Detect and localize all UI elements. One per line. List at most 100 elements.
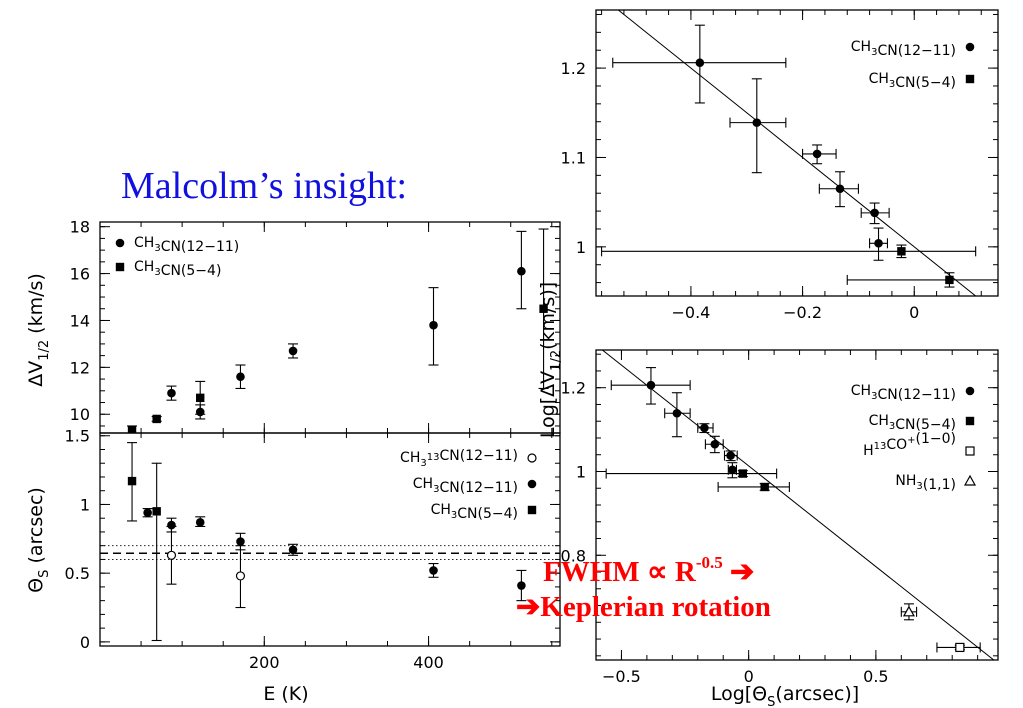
data-point	[965, 42, 975, 52]
data-point	[965, 416, 975, 426]
x-tick-label: 0.5	[863, 667, 888, 686]
x-tick-label: 200	[249, 653, 280, 672]
data-point	[288, 346, 298, 356]
data-point	[672, 408, 682, 418]
data-point	[965, 74, 975, 84]
data-point	[752, 118, 762, 127]
panel-linewidth-vs-energy: 10 12 14 16 18 CH3CN(12−11) CH3CN(5−4)	[70, 218, 561, 434]
data-point	[835, 184, 845, 194]
legend-entry: NH3(1,1)	[895, 473, 956, 493]
y-tick-label: 1.2	[561, 59, 586, 78]
data-point	[517, 266, 526, 276]
y-tick-label: 0.8	[561, 546, 586, 565]
legend-entry: CH3CN(5−4)	[869, 413, 956, 433]
data-point	[527, 479, 537, 489]
data-point	[236, 372, 245, 382]
data-point	[812, 149, 822, 159]
data-point	[527, 505, 537, 515]
fit-line	[601, 350, 995, 660]
data-point	[167, 520, 176, 530]
x-tick-label: 400	[413, 653, 444, 672]
data-point	[965, 386, 975, 396]
data-point	[196, 393, 205, 403]
x-tick-label: −0.5	[602, 667, 641, 686]
data-point	[963, 474, 977, 486]
y-tick-label: 12	[70, 358, 90, 377]
fit-line	[617, 10, 977, 296]
data-point	[874, 238, 883, 248]
data-point	[695, 58, 705, 68]
data-point	[897, 247, 906, 256]
plot-area	[100, 442, 560, 642]
plot-area	[127, 228, 549, 433]
right-bottom-xlabel: Log[ΘS(arcsec)]	[711, 683, 859, 708]
panel-loglinewidth-vs-logsize: −0.5 0 0.5 0.8 1 1.2 CH3CN(12−11) CH3CN(5−4)H13…	[561, 349, 999, 686]
left-bottom-ylabel: ΘS (arcsec)	[25, 487, 52, 593]
data-point	[115, 238, 125, 248]
plot-frame	[99, 432, 561, 647]
legend-entry: CH3CN(12−11)	[134, 235, 239, 255]
data-point	[955, 642, 965, 653]
data-point	[236, 537, 245, 546]
data-point	[710, 439, 720, 449]
legend-entry: CH3CN(5−4)	[869, 71, 956, 91]
y-tick-label: 14	[70, 311, 90, 330]
y-tick-label: 1.1	[561, 148, 586, 167]
data-point	[517, 581, 526, 590]
data-point	[539, 304, 548, 313]
legend-entry: CH3CN(5−4)	[134, 259, 221, 279]
data-point	[726, 451, 735, 460]
x-tick-label: −0.4	[671, 303, 710, 322]
y-tick-label: 1.5	[65, 427, 90, 446]
data-point	[143, 508, 152, 518]
data-point	[166, 550, 177, 560]
plot-area	[601, 350, 995, 660]
data-point	[235, 571, 246, 581]
data-point	[902, 605, 915, 617]
y-tick-label: 18	[70, 218, 90, 237]
data-point	[152, 414, 161, 424]
legend-entry: CH313CN(12−11)	[400, 448, 518, 469]
note-line1: FWHM ∝ R-0.5 ➔	[543, 553, 754, 588]
data-point	[429, 320, 438, 330]
data-point	[527, 453, 537, 463]
plot-frame	[595, 9, 999, 297]
y-tick-label: 1	[576, 462, 586, 481]
data-point	[738, 469, 748, 478]
note-line2: ➔Keplerian rotation	[516, 591, 771, 623]
left-top-ylabel: ΔV1/2 (km/s)	[25, 273, 52, 387]
data-point	[700, 423, 709, 433]
y-tick-label: 1	[576, 238, 586, 257]
y-tick-label: 10	[70, 405, 90, 424]
data-point	[870, 208, 879, 218]
data-point	[429, 566, 438, 575]
data-point	[127, 476, 137, 486]
legend-entry: CH3CN(12−11)	[851, 39, 956, 59]
x-tick-label: 0	[909, 303, 919, 322]
data-point	[760, 482, 769, 492]
data-point	[115, 262, 125, 272]
data-point	[965, 446, 975, 456]
legend-entry: CH3CN(12−11)	[413, 476, 518, 496]
plot-area	[601, 10, 998, 296]
legend-entry: H13CO+(1−0)	[863, 431, 956, 459]
y-tick-label: 0	[80, 633, 90, 652]
x-tick-label: 0	[744, 667, 754, 686]
data-point	[728, 465, 737, 475]
legend-entry: CH3CN(12−11)	[851, 383, 956, 403]
left-bottom-xlabel: E (K)	[263, 683, 308, 705]
data-point	[945, 275, 954, 285]
y-tick-label: 1.2	[561, 379, 586, 398]
x-tick-label: −0.2	[783, 303, 822, 322]
y-tick-label: 1	[80, 495, 90, 514]
y-tick-label: 0.5	[65, 564, 90, 583]
slide-title: Malcolm’s insight:	[121, 165, 407, 207]
data-point	[167, 388, 176, 398]
data-point	[195, 518, 205, 527]
y-tick-label: 16	[70, 265, 90, 284]
legend-entry: CH3CN(5−4)	[431, 502, 518, 522]
data-point	[288, 545, 298, 555]
data-point	[127, 426, 137, 433]
data-point	[152, 507, 161, 516]
